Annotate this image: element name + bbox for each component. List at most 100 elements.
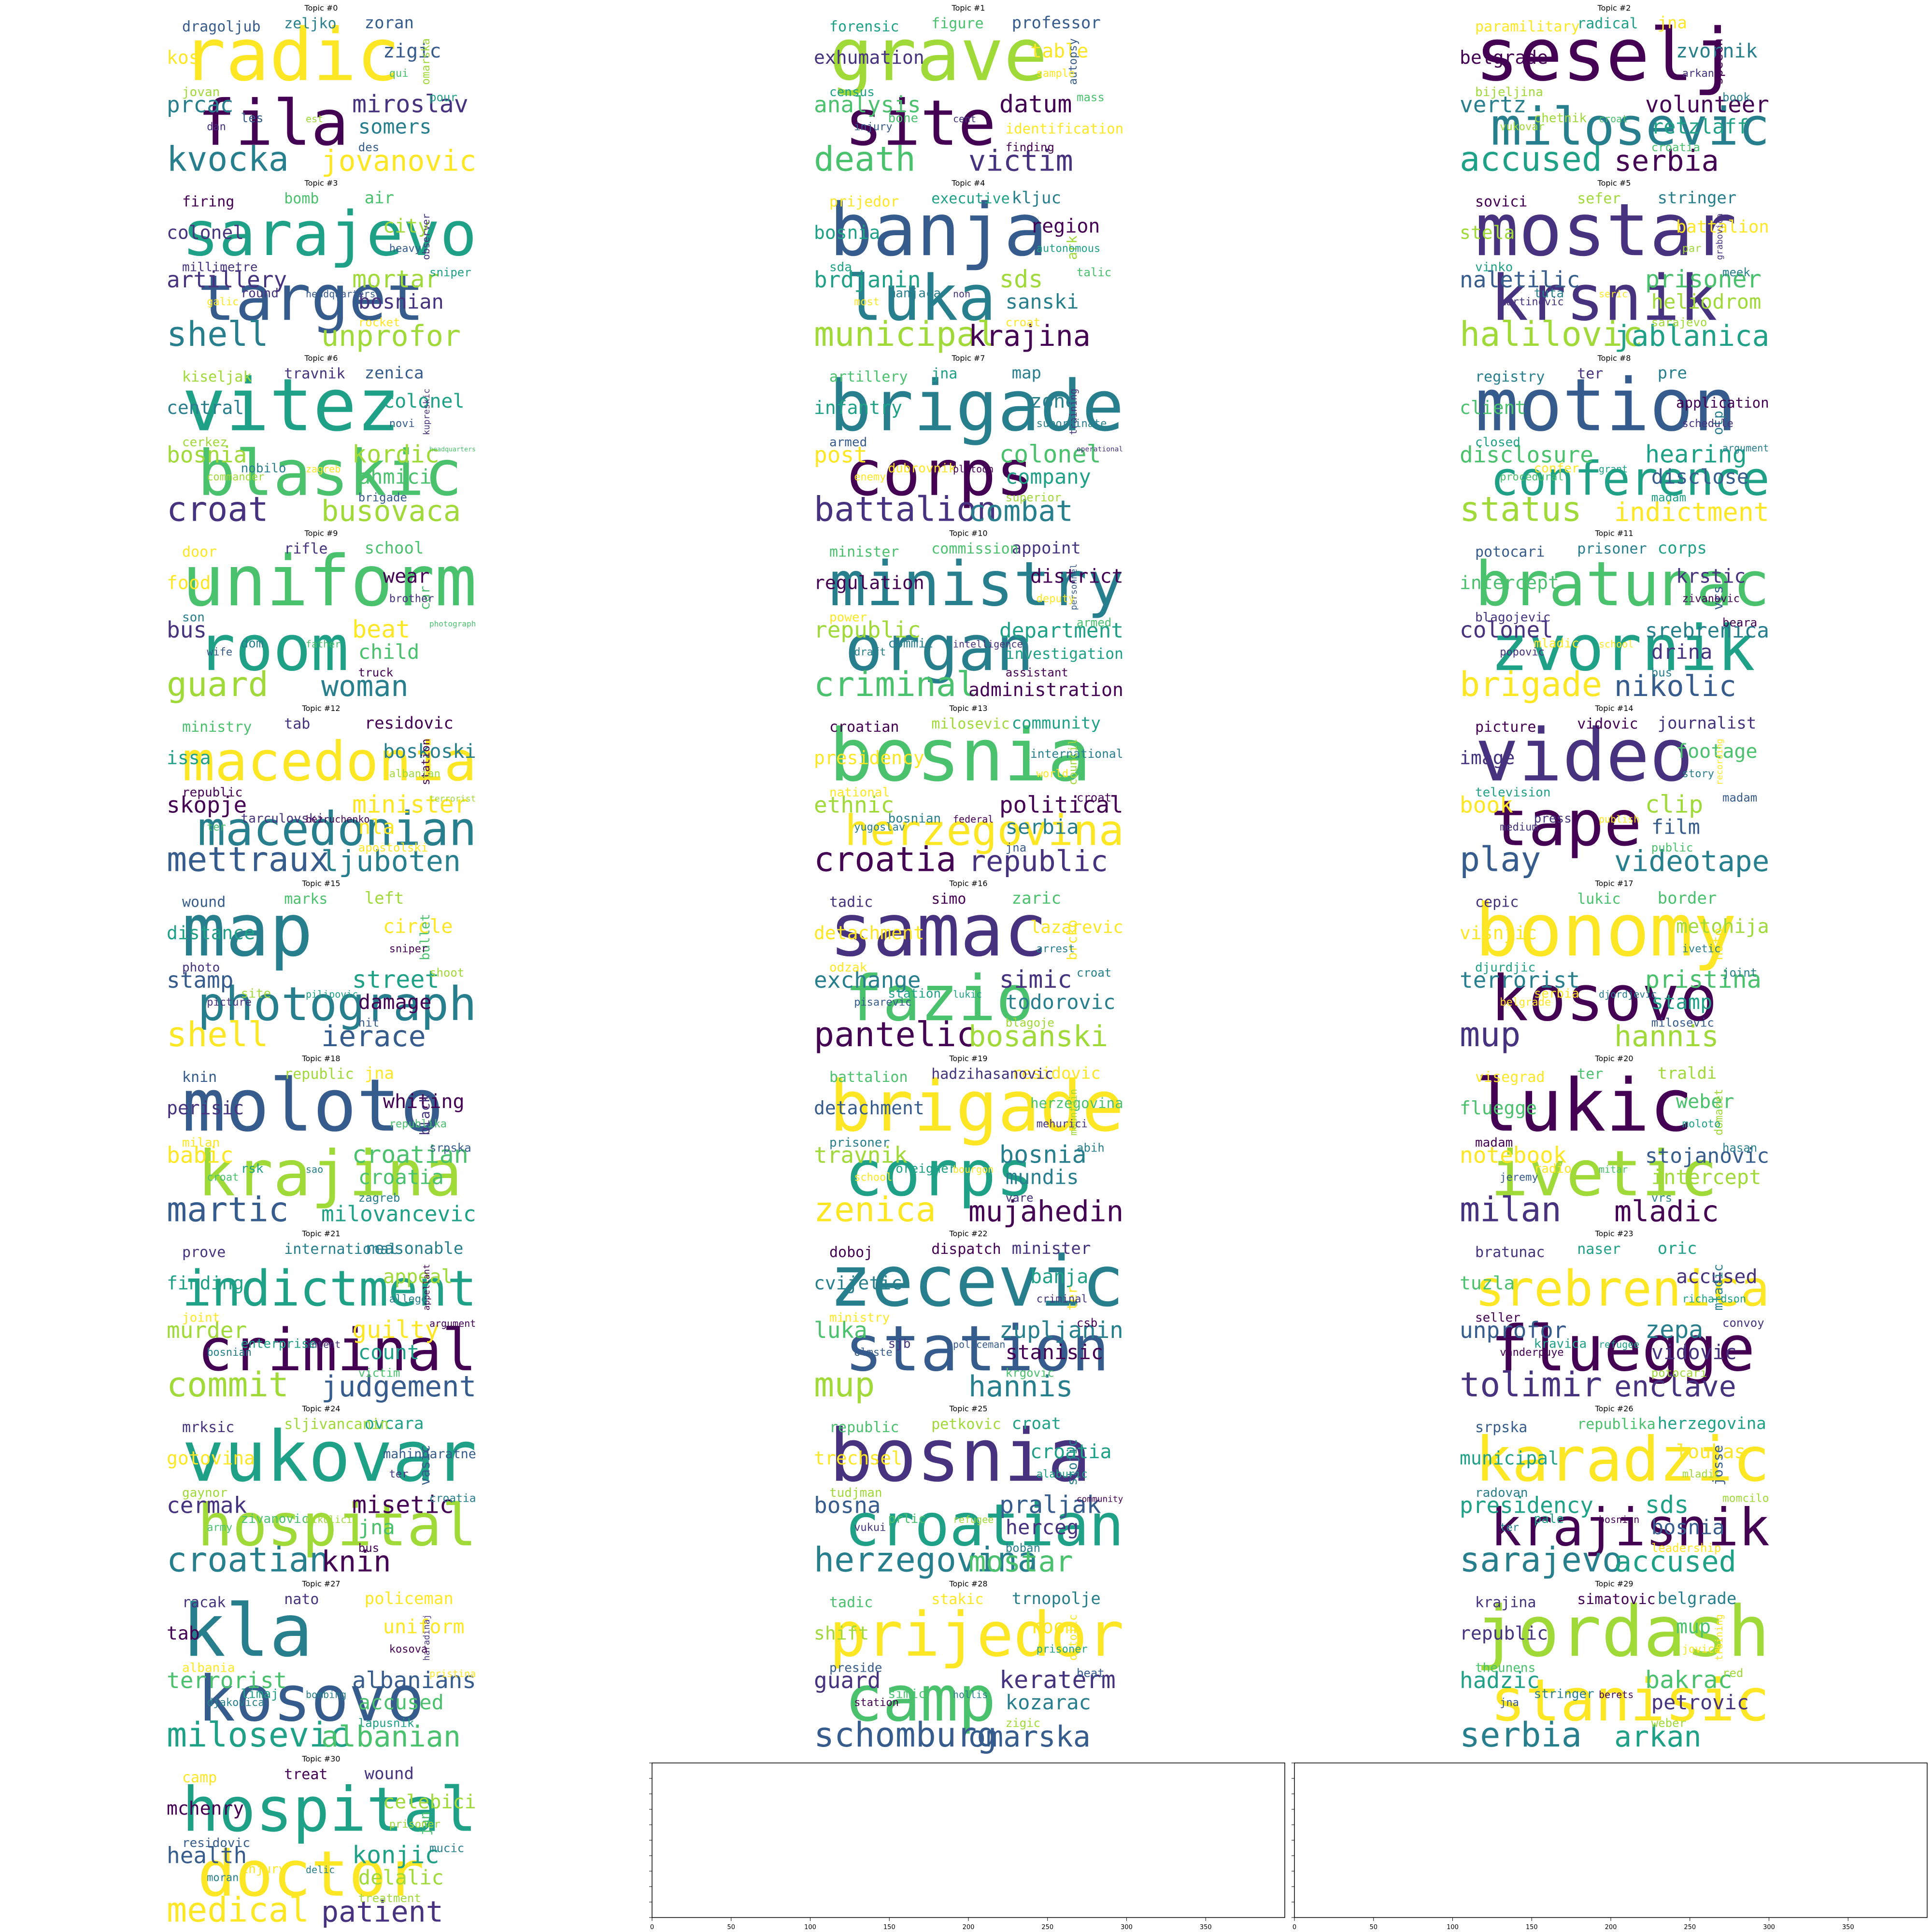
word-4-3: krajina [968,319,1091,353]
word-22-3: hannis [968,1370,1073,1404]
word-7-16: subordinate [1037,418,1107,430]
word-15-3: ierace [321,1020,426,1053]
word-27-19: djakovica [207,1697,264,1709]
word-20-10: visegrad [1475,1069,1545,1086]
word-12-2: mettraux [167,839,329,879]
word-11-15: beara [1722,616,1757,629]
word-9-8: school [365,539,424,558]
word-20-12: madam [1475,1136,1513,1150]
word-6-7: colonel [383,390,465,412]
word-30-2: medical [167,1890,309,1930]
word-8-12: closed [1475,435,1520,450]
word-15-5: damage [358,990,432,1014]
word-29-9: simatovic [1577,1591,1656,1608]
word-26-11: municipal [1460,1448,1559,1469]
word-24-14: zivanovic [241,1512,309,1526]
word-17-2: mup [1460,1015,1520,1054]
word-24-9: sljivancanin [284,1416,389,1433]
word-1-4: datum [999,90,1072,118]
word-22-6: luka [814,1317,867,1343]
word-10-12: power [829,611,867,625]
word-16-19: pisarevic [854,996,911,1009]
word-2-9: radical [1577,15,1638,32]
word-13-10: croatian [829,719,899,736]
word-28-9: stakic [931,1591,983,1608]
word-26-12: radovan [1475,1486,1528,1500]
word-9-12: son [182,611,205,625]
word-9-13: car [417,586,433,611]
word-30-14: injury [241,1862,286,1876]
word-7-11: infantry [814,397,902,418]
word-21-17: victim [358,1366,400,1380]
word-24-3: knin [321,1545,391,1578]
word-11-2: brigade [1460,665,1602,704]
word-0-0: radic [182,14,400,98]
word-29-6: hadzic [1460,1667,1540,1693]
word-8-1: conference [1491,452,1770,506]
word-23-5: vidovic [1651,1340,1737,1364]
word-30-3: patient [321,1895,443,1929]
word-22-13: ter [1064,1286,1080,1311]
word-19-17: vare [1006,1191,1034,1205]
word-13-12: national [829,785,890,800]
word-3-2: shell [167,314,269,354]
word-14-0: video [1475,714,1693,798]
word-24-0: vukovar [182,1417,477,1498]
word-16-5: todorovic [1006,990,1116,1014]
word-7-7: zone [1030,390,1077,412]
word-4-5: sanski [1006,290,1079,313]
word-17-11: visnjic [1460,923,1537,944]
word-24-19: army [207,1522,232,1534]
topic-title: Topic #15 [301,879,340,888]
wordcloud-topic-25: Topic #25bosniacroatianherzegovinamostar… [814,1404,1124,1579]
word-19-0: brigade [829,1066,1124,1148]
word-26-8: herzegovina [1658,1414,1766,1434]
word-18-11: perisic [167,1097,244,1119]
word-9-15: photograph [429,619,476,628]
topic-title: Topic #17 [1594,879,1633,888]
word-16-2: pantelic [814,1015,977,1054]
word-4-1: luka [845,261,996,335]
topic-title: Topic #3 [304,179,338,188]
word-16-15: croat [1077,966,1111,980]
word-8-7: application [1676,395,1769,411]
word-1-14: bone [888,111,919,126]
word-13-19: yugoslav [854,822,905,834]
word-13-16: world [1037,768,1068,780]
word-24-12: gaynor [182,1486,227,1500]
word-22-0: zecevic [829,1241,1124,1322]
word-28-2: schomburg [814,1715,997,1755]
word-1-0: grave [829,14,1048,98]
word-22-18: policeman [953,1338,1005,1350]
word-7-9: jna [931,366,957,383]
word-15-16: sniper [389,943,427,955]
word-2-15: book [1722,90,1750,104]
x-tick-label: 300 [1763,1924,1775,1931]
word-2-12: bijeljina [1475,85,1543,99]
word-14-11: image [1460,747,1515,768]
word-15-15: shoot [429,966,464,980]
word-12-17: apostolski [358,841,428,854]
word-11-9: prisoner [1577,540,1647,557]
word-8-0: motion [1475,364,1737,448]
word-20-1: ivetic [1491,1137,1718,1210]
word-9-14: dom [241,636,264,651]
word-0-2: kvocka [167,139,289,179]
word-22-14: sjb [888,1336,911,1351]
topic-title: Topic #21 [301,1229,340,1238]
topic-title: Topic #20 [1594,1054,1633,1063]
word-10-1: organ [845,611,1034,685]
word-20-6: notebook [1460,1142,1567,1168]
word-0-13: omarska [420,38,432,85]
word-19-5: mundis [1006,1165,1079,1189]
word-3-13: observer [420,213,432,260]
word-9-11: food [167,572,211,594]
word-26-16: mladic [1682,1468,1720,1480]
word-18-13: black [417,1094,433,1135]
word-19-7: herzegovina [1030,1095,1123,1111]
word-17-9: lukic [1577,891,1620,908]
